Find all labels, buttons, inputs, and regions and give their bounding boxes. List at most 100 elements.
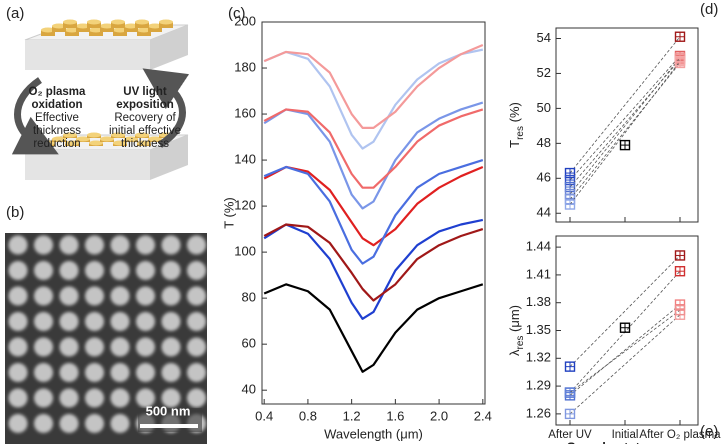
marker [674,56,686,67]
disk-top [89,140,103,146]
y-tick-label: 80 [242,290,256,305]
sem-dot [85,363,104,382]
sem-dot [161,312,181,331]
sem-dot [161,388,181,408]
sem-dot [136,388,155,408]
sem-dot [161,286,181,306]
y-tick-label: 54 [537,30,551,45]
sem-dot [34,363,53,382]
disk-top [89,27,103,33]
spectrum-line [263,218,484,320]
slab-side [150,135,188,180]
spectrum-line [263,165,484,247]
marker [564,199,576,210]
disk-top [137,27,151,33]
sem-dot [187,363,206,382]
marker [619,139,631,151]
disk-top [135,132,149,138]
caption: O₂ plasma [29,86,86,98]
disk-top [63,19,77,25]
y-axis-label-part: λ [507,349,522,356]
sem-dot [34,235,53,255]
plot-frame [555,235,699,426]
disk-top [65,140,79,146]
disk-side [100,26,114,32]
sem-dot [59,388,79,408]
panel-label: (d) [700,1,718,18]
y-tick-label: 120 [234,198,256,213]
x-tick-label: 0.4 [255,408,273,423]
sem-dot [187,286,206,306]
y-tick-label: 46 [537,170,551,185]
disk-top [76,136,90,142]
sem-dot [8,312,28,331]
x-tick-label: Initial [612,429,639,441]
y-axis-label: Tres (%) [507,102,525,148]
marker [674,31,686,42]
y-tick-label: 60 [242,336,256,351]
x-tick-label: 0.8 [299,408,317,423]
sem-dot [110,363,130,382]
spectrum-line [263,108,484,189]
caption: reduction [33,138,80,150]
x-tick-label: 1.2 [343,408,361,423]
y-tick-label: 160 [234,105,256,120]
disk-top [159,19,173,25]
disk-top [65,27,79,33]
disk-top [87,132,101,138]
y-tick-label: 140 [234,152,256,167]
spectrum-line [263,283,484,373]
connector [569,59,681,188]
sem-dot [59,235,79,255]
panel-a: (a) O₂ plasmaoxidationEffectivethickness… [6,5,190,180]
y-tick-label: 44 [537,205,551,220]
sem-dot [8,414,28,433]
spectrum-line [263,43,484,129]
sem-dot [85,312,104,331]
x-axis-label: Sample state [567,439,647,444]
panel-label: (e) [700,423,718,440]
disk-side [148,26,162,32]
disk-top [135,19,149,25]
sem-dot [110,414,130,433]
sem-dot [34,414,53,433]
sem-dot [34,261,53,280]
disk-top [100,136,114,142]
y-tick-label: 1.38 [526,294,551,309]
connector [569,255,681,367]
disk-side [87,22,101,28]
plot-frame [555,27,699,223]
disk-side [159,22,173,28]
disk-top [111,19,125,25]
sem-dot [8,286,28,306]
sem-dot [8,388,28,408]
sem-dot [59,363,79,382]
y-tick-label: 1.35 [526,322,551,337]
y-tick-label: 1.32 [526,350,551,365]
disk-top [87,19,101,25]
connector [569,60,681,205]
sem-dot [136,286,155,306]
connector [569,62,681,200]
disk-side [111,22,125,28]
spectrum-line [263,101,484,210]
panel-b: (b) 500 nm [5,204,207,444]
sem-dot [59,261,79,280]
disk-side [76,26,90,32]
marker [564,387,576,398]
sem-dot [85,235,104,255]
marker [564,361,576,372]
sem-dot [136,363,155,382]
caption: thickness [33,125,81,137]
sem-dot [110,337,130,357]
disk-top [63,132,77,138]
disk-top [148,23,162,29]
sem-dot [85,286,104,306]
sem-dot [110,235,130,255]
disk-top [41,27,55,33]
disk-side [135,22,149,28]
spectrum-line [263,223,484,302]
disk-top [137,140,151,146]
y-axis-label-part: T [507,140,522,148]
